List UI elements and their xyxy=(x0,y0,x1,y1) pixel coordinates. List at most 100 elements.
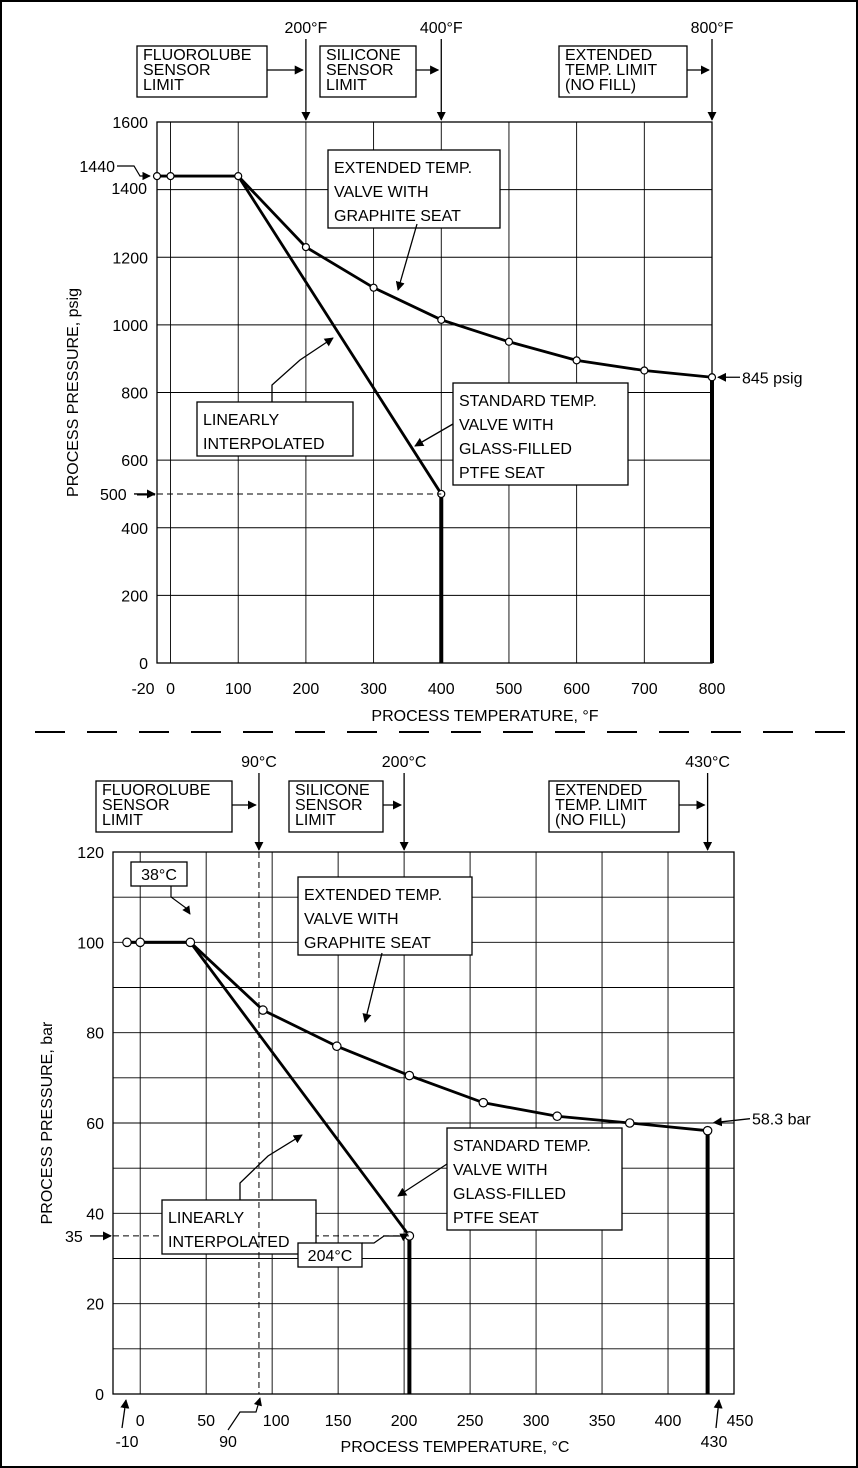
ptfe-annotation-arrow xyxy=(414,423,454,447)
x-tick-label: 400 xyxy=(428,681,455,698)
data-point xyxy=(258,1005,268,1015)
graphite-annotation-line-1: EXTENDED TEMP. xyxy=(334,160,472,177)
x-tick-label: 450 xyxy=(727,1413,754,1430)
limit-value-label: 90°C xyxy=(241,754,277,771)
limit-2-line-3: LIMIT xyxy=(326,77,367,94)
data-point xyxy=(640,366,649,375)
limit-2-line-1: SILICONE xyxy=(295,782,370,799)
graphite-annotation-line-3: GRAPHITE SEAT xyxy=(304,935,431,952)
x-tick-label: 200 xyxy=(391,1413,418,1430)
x-tick-label: 0 xyxy=(136,1413,145,1430)
callout-204-label: 204°C xyxy=(308,1248,353,1265)
x-tick-label-90: 90 xyxy=(219,1434,237,1451)
chart-celsius: 0 50 100 150 200 250 300 350 400 450 0 20 40 60 80 100 1… xyxy=(39,754,811,1456)
y-marker-label: 500 xyxy=(100,487,127,504)
limit-2-box xyxy=(288,780,384,833)
graphite-annotation-line-2: VALVE WITH xyxy=(334,184,429,201)
limit-1-line-3: LIMIT xyxy=(102,812,143,829)
end-value-arrow xyxy=(712,1117,751,1127)
y-tick-label: 800 xyxy=(121,386,148,403)
data-point xyxy=(166,172,175,181)
limit-1-line-3: LIMIT xyxy=(143,77,184,94)
graphite-annotation-arrow xyxy=(395,223,418,291)
x-axis-title: PROCESS TEMPERATURE, °C xyxy=(341,1439,570,1456)
interp-annotation-line-2: INTERPOLATED xyxy=(203,436,325,453)
y-tick-label: 20 xyxy=(86,1297,104,1314)
ptfe-annotation-line-4: PTFE SEAT xyxy=(453,1210,539,1227)
data-point xyxy=(478,1097,489,1108)
graphite-annotation-line-3: GRAPHITE SEAT xyxy=(334,208,461,225)
limit-1-box xyxy=(136,45,268,98)
limit-3-line-3: (NO FILL) xyxy=(565,77,636,94)
limit-value-label: 800°F xyxy=(691,20,734,37)
y-axis-title: PROCESS PRESSURE, bar xyxy=(39,1021,56,1224)
chart-fahrenheit: 0 100 200 300 400 500 600 700 800 0 200 400 600 800 10… xyxy=(65,20,803,725)
limit-value-label: 200°C xyxy=(382,754,427,771)
limit-2-line-1: SILICONE xyxy=(326,47,401,64)
x-tick-label: 350 xyxy=(589,1413,616,1430)
x-tick-label: 200 xyxy=(293,681,320,698)
callout-204-arrow xyxy=(362,1233,409,1244)
limit-3-line-1: EXTENDED xyxy=(565,47,652,64)
data-point xyxy=(185,937,196,948)
data-point xyxy=(504,337,514,346)
interp-annotation-line-1: LINEARLY xyxy=(203,412,280,429)
y-marker-label: 35 xyxy=(65,1229,83,1246)
callout-38-arrow xyxy=(170,886,191,915)
limit-2-line-2: SENSOR xyxy=(326,62,394,79)
y-tick-label: 120 xyxy=(77,845,104,862)
limit-1-line-2: SENSOR xyxy=(143,62,211,79)
x-tick-label: 100 xyxy=(263,1413,290,1430)
limit-2-line-3: LIMIT xyxy=(295,812,336,829)
interp-annotation-line-2: INTERPOLATED xyxy=(168,1234,290,1251)
y-tick-label: 1200 xyxy=(112,250,148,267)
limit-1-box xyxy=(95,780,233,833)
interp-annotation-box xyxy=(196,401,354,457)
limit-1-line-2: SENSOR xyxy=(102,797,170,814)
ptfe-annotation-line-2: VALVE WITH xyxy=(459,417,554,434)
ptfe-annotation-line-3: GLASS-FILLED xyxy=(453,1186,566,1203)
graphite-annotation-box xyxy=(327,149,501,229)
y-tick-label: 40 xyxy=(86,1206,104,1223)
y-axis-title: PROCESS PRESSURE, psig xyxy=(65,288,82,497)
limit-1-line-1: FLUOROLUBE xyxy=(143,47,251,64)
data-point xyxy=(702,1125,713,1136)
x-tick-label: 700 xyxy=(631,681,658,698)
ptfe-annotation-box xyxy=(446,1127,623,1231)
ptfe-annotation-line-3: GLASS-FILLED xyxy=(459,441,572,458)
ptfe-annotation-box xyxy=(452,382,629,486)
limit-value-label: 200°F xyxy=(284,20,327,37)
limit-3-line-3: (NO FILL) xyxy=(555,812,626,829)
limit-1-line-1: FLUOROLUBE xyxy=(102,782,210,799)
data-point xyxy=(332,1041,342,1052)
callout-38-box xyxy=(130,861,188,887)
x-tick-label: 100 xyxy=(225,681,252,698)
limit-3-box xyxy=(558,45,688,98)
limit-2-line-2: SENSOR xyxy=(295,797,363,814)
ptfe-annotation-line-1: STANDARD TEMP. xyxy=(459,393,597,410)
x-tick-label: 600 xyxy=(563,681,590,698)
y-tick-label: 400 xyxy=(121,521,148,538)
limit-3-line-2: TEMP. LIMIT xyxy=(555,797,647,814)
interp-annotation-box xyxy=(161,1199,317,1255)
y-tick-label: 100 xyxy=(77,935,104,952)
graphite-annotation-line-1: EXTENDED TEMP. xyxy=(304,887,442,904)
ptfe-annotation-line-2: VALVE WITH xyxy=(453,1162,548,1179)
y-callout-1440: 1440 xyxy=(79,159,115,176)
y-tick-label: 80 xyxy=(86,1026,104,1043)
ptfe-annotation-line-4: PTFE SEAT xyxy=(459,465,545,482)
data-point xyxy=(122,937,132,948)
x-tick-label: 800 xyxy=(699,681,726,698)
series-graphite-line xyxy=(127,940,708,1133)
x-90-arrow xyxy=(227,1397,262,1431)
data-point xyxy=(707,373,717,382)
y-tick-label: 1000 xyxy=(112,318,148,335)
x-min-arrow xyxy=(120,1399,130,1429)
data-point xyxy=(152,172,162,181)
end-value-label: 845 psig xyxy=(742,370,803,387)
y-tick-label: 200 xyxy=(121,588,148,605)
callout-204-box xyxy=(297,1242,363,1268)
x-tick-label: 400 xyxy=(655,1413,682,1430)
interp-annotation-line-1: LINEARLY xyxy=(168,1210,245,1227)
